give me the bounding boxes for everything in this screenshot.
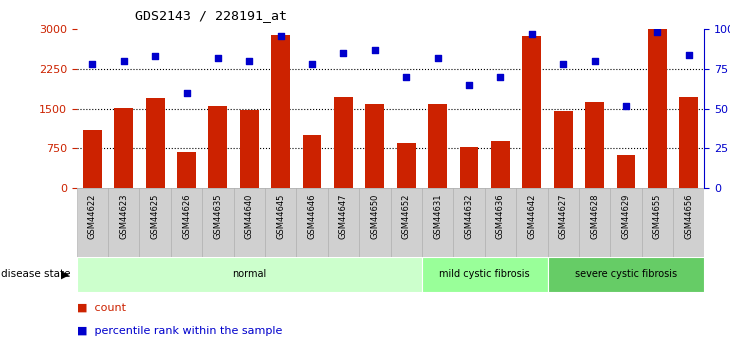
Point	[181, 90, 193, 96]
Point	[337, 50, 350, 56]
Point	[307, 61, 318, 67]
Point	[274, 33, 286, 38]
FancyBboxPatch shape	[234, 188, 265, 257]
Text: GDS2143 / 228191_at: GDS2143 / 228191_at	[135, 9, 287, 22]
Text: GSM44650: GSM44650	[370, 194, 380, 239]
FancyBboxPatch shape	[296, 188, 328, 257]
Point	[463, 82, 474, 88]
Point	[212, 55, 223, 61]
Bar	[491, 141, 510, 188]
Point	[588, 58, 600, 64]
FancyBboxPatch shape	[516, 188, 548, 257]
Text: GSM44623: GSM44623	[119, 194, 128, 239]
Text: mild cystic fibrosis: mild cystic fibrosis	[439, 269, 530, 279]
Text: GSM44627: GSM44627	[558, 194, 568, 239]
Text: GSM44636: GSM44636	[496, 194, 505, 239]
FancyBboxPatch shape	[391, 188, 422, 257]
FancyBboxPatch shape	[422, 257, 548, 292]
Point	[495, 74, 507, 80]
FancyBboxPatch shape	[265, 188, 296, 257]
Point	[683, 52, 695, 58]
Text: GSM44642: GSM44642	[527, 194, 537, 239]
FancyBboxPatch shape	[548, 257, 704, 292]
FancyBboxPatch shape	[610, 188, 642, 257]
Bar	[648, 29, 666, 188]
Text: ■  percentile rank within the sample: ■ percentile rank within the sample	[77, 326, 282, 336]
FancyBboxPatch shape	[453, 188, 485, 257]
Point	[369, 47, 381, 53]
Text: GSM44635: GSM44635	[213, 194, 223, 239]
Point	[620, 103, 632, 108]
Bar	[303, 135, 321, 188]
Bar	[240, 110, 258, 188]
FancyBboxPatch shape	[171, 188, 202, 257]
Bar	[523, 36, 541, 188]
Text: ▶: ▶	[61, 269, 69, 279]
Bar	[617, 155, 635, 188]
Text: GSM44647: GSM44647	[339, 194, 348, 239]
Point	[432, 55, 444, 61]
Text: GSM44655: GSM44655	[653, 194, 662, 239]
Bar	[115, 108, 133, 188]
Point	[558, 61, 569, 67]
FancyBboxPatch shape	[108, 188, 139, 257]
Bar	[397, 143, 415, 188]
FancyBboxPatch shape	[139, 188, 171, 257]
Bar	[146, 98, 164, 188]
Text: GSM44629: GSM44629	[621, 194, 631, 239]
Point	[86, 61, 98, 67]
Point	[400, 74, 412, 80]
Text: GSM44646: GSM44646	[307, 194, 317, 239]
Bar	[429, 105, 447, 188]
FancyBboxPatch shape	[673, 188, 704, 257]
Text: severe cystic fibrosis: severe cystic fibrosis	[575, 269, 677, 279]
FancyBboxPatch shape	[579, 188, 610, 257]
Bar	[366, 105, 384, 188]
Text: ■  count: ■ count	[77, 302, 126, 312]
Text: GSM44656: GSM44656	[684, 194, 693, 239]
Bar	[334, 97, 353, 188]
Text: GSM44632: GSM44632	[464, 194, 474, 239]
FancyBboxPatch shape	[77, 257, 422, 292]
Text: GSM44628: GSM44628	[590, 194, 599, 239]
FancyBboxPatch shape	[642, 188, 673, 257]
Text: GSM44625: GSM44625	[150, 194, 160, 239]
Bar	[272, 34, 290, 188]
Bar	[585, 102, 604, 188]
Text: GSM44640: GSM44640	[245, 194, 254, 239]
Point	[526, 31, 538, 37]
FancyBboxPatch shape	[485, 188, 516, 257]
Bar	[680, 97, 698, 188]
Bar	[209, 106, 227, 188]
Text: GSM44652: GSM44652	[402, 194, 411, 239]
Bar	[177, 152, 196, 188]
Bar	[83, 130, 101, 188]
Text: GSM44631: GSM44631	[433, 194, 442, 239]
FancyBboxPatch shape	[202, 188, 234, 257]
Text: disease state: disease state	[1, 269, 70, 279]
FancyBboxPatch shape	[77, 188, 108, 257]
FancyBboxPatch shape	[328, 188, 359, 257]
FancyBboxPatch shape	[548, 188, 579, 257]
FancyBboxPatch shape	[359, 188, 391, 257]
Point	[651, 30, 663, 35]
Bar	[460, 147, 478, 188]
Text: normal: normal	[232, 269, 266, 279]
Bar	[554, 111, 572, 188]
Point	[149, 53, 161, 59]
Text: GSM44645: GSM44645	[276, 194, 285, 239]
Text: GSM44626: GSM44626	[182, 194, 191, 239]
Point	[243, 58, 255, 64]
Text: GSM44622: GSM44622	[88, 194, 97, 239]
Point	[118, 58, 130, 64]
FancyBboxPatch shape	[422, 188, 453, 257]
